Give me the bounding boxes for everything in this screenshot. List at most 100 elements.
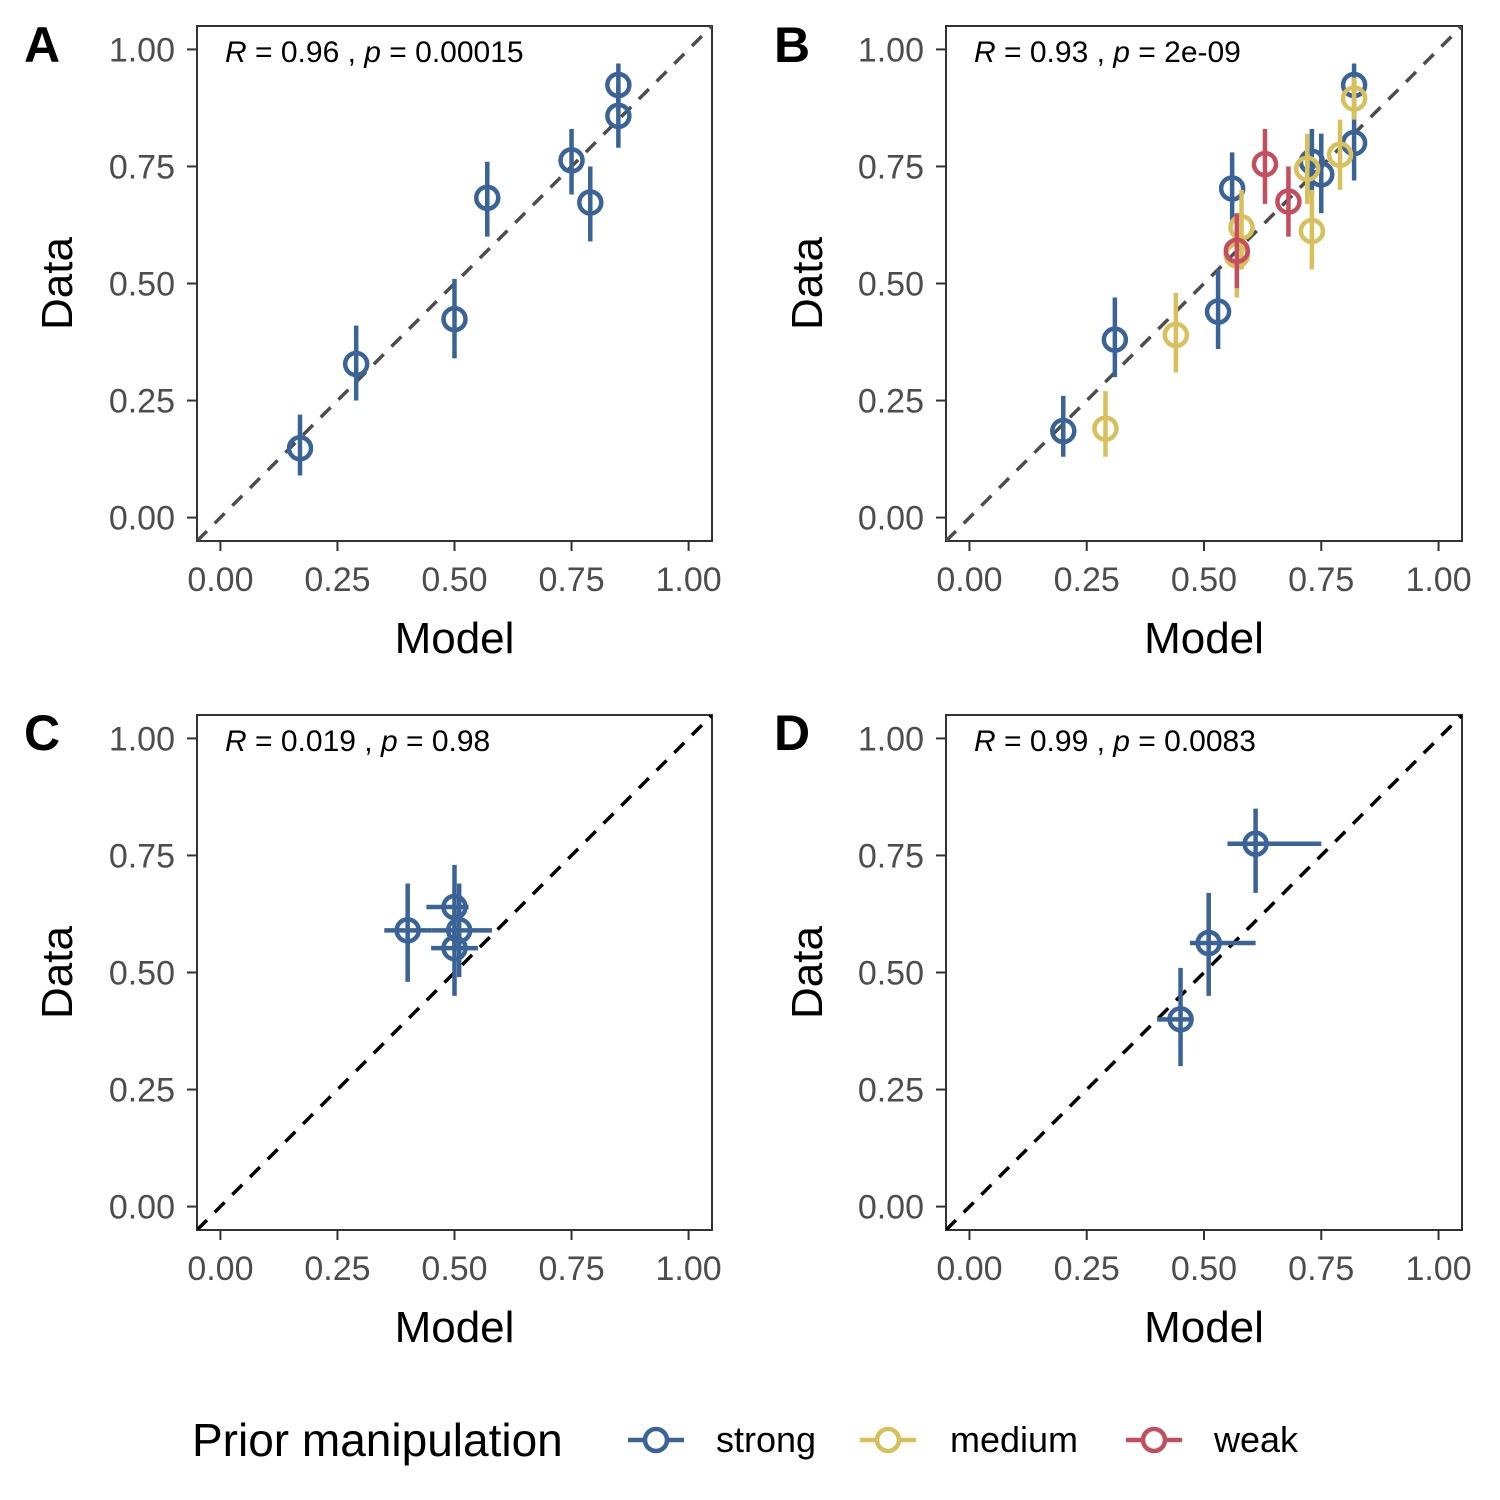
identity-line — [946, 715, 1462, 1230]
correlation-annotation: R = 0.019 , p = 0.98 — [225, 725, 490, 758]
panel-A: 0.00 0.00 0.25 0.25 0.50 0.50 0.75 0.75 1.00 1.00… — [33, 25, 722, 663]
point-marker — [342, 350, 370, 378]
point-marker — [1167, 1006, 1194, 1033]
y-axis-label: Data — [783, 237, 832, 330]
y-tick-label: 0.00 — [858, 1189, 924, 1227]
data-point-medium — [1228, 189, 1255, 270]
data-point-strong — [286, 414, 314, 476]
data-point-strong — [1101, 297, 1129, 378]
point-marker — [1251, 150, 1279, 178]
data-point-strong — [605, 63, 632, 106]
point-marker — [1195, 929, 1222, 957]
x-axis-label: Model — [1144, 614, 1264, 663]
data-point-strong — [431, 883, 492, 978]
point-marker — [445, 917, 473, 944]
x-tick-label: 0.75 — [538, 1250, 604, 1288]
x-tick-label: 0.50 — [421, 1250, 487, 1288]
x-tick-label: 0.00 — [187, 1250, 253, 1288]
y-tick-label: 1.00 — [109, 720, 175, 758]
plot-area — [946, 715, 1462, 1230]
y-axis-label: Data — [33, 237, 82, 330]
point-marker — [1228, 214, 1255, 241]
legend-label-strong: strong — [716, 1419, 816, 1460]
point-marker — [1275, 188, 1302, 215]
x-tick-label: 1.00 — [655, 561, 721, 599]
y-tick-label: 0.25 — [109, 1072, 175, 1110]
y-tick-label: 0.00 — [109, 1189, 175, 1227]
point-marker — [1092, 415, 1119, 442]
point-marker — [1308, 161, 1335, 188]
data-point-strong — [1189, 892, 1256, 996]
data-point-strong — [1218, 152, 1246, 223]
point-marker — [1293, 155, 1321, 183]
data-point-strong — [1050, 395, 1077, 457]
y-tick-label: 0.25 — [858, 1072, 924, 1110]
legend-key-medium — [860, 1426, 916, 1454]
data-point-strong — [1308, 133, 1335, 214]
x-tick-label: 0.25 — [304, 561, 370, 599]
legend: Prior manipulation strong medium weak — [192, 1414, 1299, 1466]
x-tick-label: 0.50 — [421, 561, 487, 599]
data-point-medium — [1293, 133, 1321, 204]
y-tick-label: 1.00 — [858, 31, 924, 69]
data-point-strong — [1204, 269, 1232, 350]
x-tick-label: 0.25 — [1054, 1250, 1120, 1288]
y-tick-label: 0.00 — [109, 500, 175, 538]
data-point-weak — [1223, 213, 1251, 289]
point-marker — [577, 189, 604, 216]
point-marker — [1204, 298, 1232, 325]
legend-key-weak — [1126, 1426, 1182, 1454]
panel-tag: D — [774, 705, 810, 761]
data-point-strong — [384, 883, 432, 982]
x-tick-label: 0.00 — [187, 561, 253, 599]
data-point-medium — [1092, 391, 1119, 457]
data-point-weak — [1275, 166, 1302, 237]
y-tick-label: 0.25 — [109, 383, 175, 421]
y-tick-label: 0.75 — [858, 837, 924, 875]
panel-C: 0.00 0.00 0.25 0.25 0.50 0.50 0.75 0.75 1.00 1.00… — [33, 714, 722, 1352]
y-tick-label: 0.75 — [109, 148, 175, 186]
point-marker — [1326, 141, 1354, 168]
x-tick-label: 0.25 — [1054, 561, 1120, 599]
correlation-annotation: R = 0.99 , p = 0.0083 — [974, 725, 1256, 758]
data-point-medium — [1162, 292, 1190, 373]
point-marker — [1340, 85, 1368, 112]
data-point-strong — [441, 278, 468, 359]
x-tick-label: 0.50 — [1171, 561, 1237, 599]
y-tick-label: 0.50 — [109, 955, 175, 993]
x-axis-label: Model — [1144, 1303, 1264, 1352]
y-tick-label: 0.00 — [858, 500, 924, 538]
panel-tag: B — [774, 17, 810, 73]
panel-D: 0.00 0.00 0.25 0.25 0.50 0.50 0.75 0.75 1.00 1.00… — [783, 714, 1472, 1352]
x-tick-label: 0.25 — [304, 1250, 370, 1288]
point-marker — [605, 71, 632, 99]
point-marker — [1050, 417, 1077, 445]
data-point-strong — [431, 911, 478, 996]
point-marker — [441, 934, 468, 962]
data-point-strong — [1157, 967, 1194, 1067]
identity-line — [197, 715, 712, 1230]
point-marker — [286, 435, 314, 462]
panel-B: 0.00 0.00 0.25 0.25 0.50 0.50 0.75 0.75 1.00 1.00… — [783, 25, 1472, 663]
x-tick-label: 0.00 — [936, 1250, 1002, 1288]
x-tick-label: 0.75 — [1288, 1250, 1354, 1288]
y-tick-label: 0.75 — [858, 148, 924, 186]
panel-tag: A — [24, 17, 60, 73]
point-marker — [558, 147, 585, 174]
plot-area — [197, 26, 712, 541]
x-axis-label: Model — [395, 614, 515, 663]
legend-key-strong — [628, 1426, 684, 1454]
x-tick-label: 0.75 — [538, 561, 604, 599]
plot-area — [946, 26, 1462, 541]
x-tick-label: 0.75 — [1288, 561, 1354, 599]
y-tick-label: 0.25 — [858, 383, 924, 421]
legend-label-medium: medium — [950, 1419, 1078, 1460]
point-marker — [1218, 175, 1246, 202]
y-tick-label: 0.50 — [858, 955, 924, 993]
y-tick-label: 1.00 — [858, 720, 924, 758]
data-point-strong — [558, 129, 585, 195]
point-marker — [1101, 326, 1129, 353]
data-point-medium — [1298, 189, 1326, 270]
point-marker — [1162, 321, 1190, 349]
y-axis-label: Data — [783, 926, 832, 1019]
